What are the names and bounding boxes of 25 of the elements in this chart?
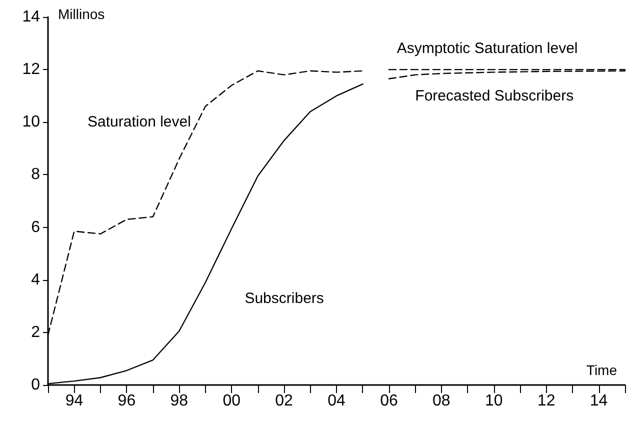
x-tick-label: 12: [537, 392, 556, 410]
x-tick-label: 06: [380, 392, 398, 410]
y-tick-label: 0: [31, 376, 40, 394]
x-tick-label: 96: [118, 392, 136, 410]
series-label: Forecasted Subscribers: [415, 87, 574, 104]
series-label: Saturation level: [88, 114, 191, 131]
text: Subscribers: [244, 290, 324, 307]
x-tick-label: 00: [222, 392, 241, 410]
series-label: Asymptotic Saturation level: [396, 40, 578, 58]
y-tick-label: 8: [31, 166, 40, 184]
x-axis-title: Time: [586, 362, 618, 378]
y-tick-label: 12: [22, 61, 40, 78]
x-tick-label: 02: [275, 392, 294, 410]
y-tick-label: 4: [31, 271, 40, 288]
x-tick-label: 08: [432, 392, 450, 410]
x-tick-label: 10: [484, 392, 503, 410]
y-tick-label: 14: [22, 8, 40, 26]
x-tick-label: 14: [590, 392, 608, 410]
y-axis-title: Millinos: [58, 6, 105, 22]
y-tick-label: 10: [22, 114, 40, 131]
x-tick-label: 04: [328, 392, 346, 410]
y-tick-label: 6: [31, 218, 40, 236]
y-tick-label: 2: [31, 324, 40, 341]
x-tick-label: 94: [65, 392, 84, 410]
x-tick-label: 98: [170, 392, 188, 410]
